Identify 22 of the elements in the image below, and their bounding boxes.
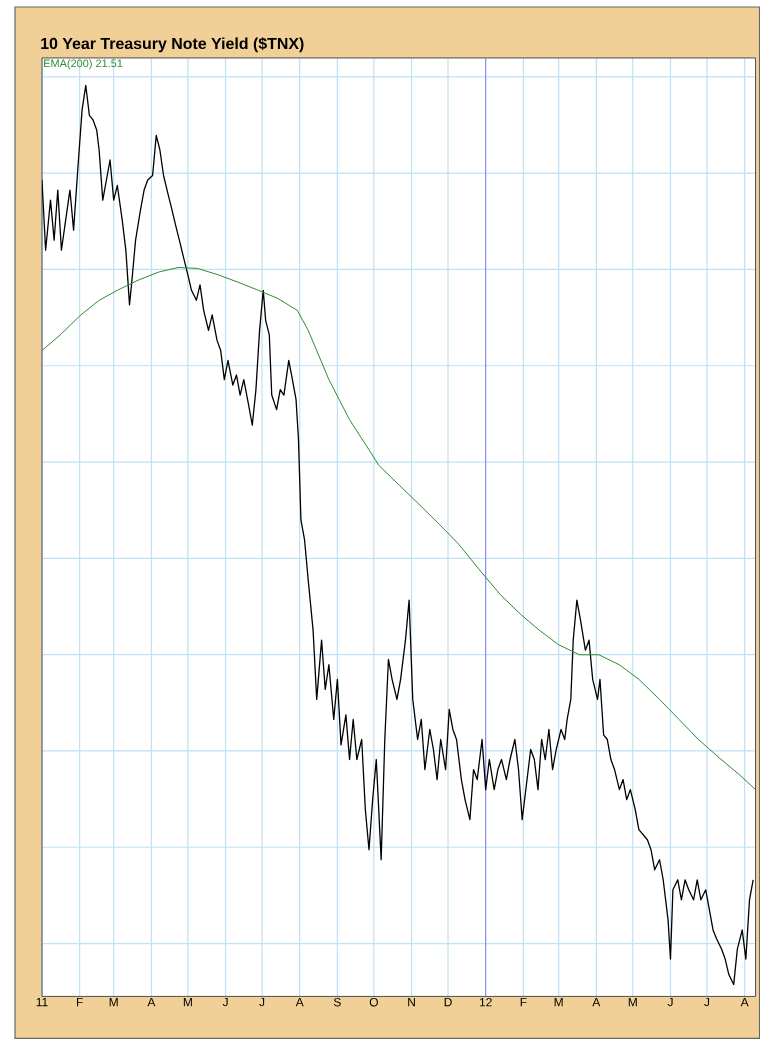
x-tick-label: D bbox=[444, 997, 452, 1007]
x-tick-label: J bbox=[259, 997, 265, 1007]
x-tick-label: N bbox=[408, 997, 415, 1007]
x-tick-label: A bbox=[147, 997, 156, 1007]
x-tick-label: 12 bbox=[479, 997, 492, 1007]
x-tick-label: M bbox=[554, 997, 563, 1007]
x-tick-label: F bbox=[76, 997, 83, 1007]
x-tick-label: A bbox=[592, 997, 601, 1007]
x-tick-label: J bbox=[222, 997, 228, 1007]
x-tick-label: A bbox=[740, 997, 749, 1007]
x-tick-label: M bbox=[109, 997, 118, 1007]
x-tick-label: A bbox=[295, 997, 304, 1007]
x-tick-label: S bbox=[333, 997, 341, 1007]
x-tick-label: 11 bbox=[36, 997, 48, 1007]
chart-title: 10 Year Treasury Note Yield ($TNX) bbox=[41, 37, 304, 53]
x-tick-label: F bbox=[520, 997, 527, 1007]
x-tick-label: M bbox=[628, 997, 637, 1007]
x-tick-label: J bbox=[667, 997, 673, 1007]
x-tick-label: J bbox=[704, 997, 709, 1007]
text: EMA(200) 21.51 bbox=[44, 59, 123, 70]
x-tick-label: O bbox=[369, 997, 378, 1007]
x-tick-label: M bbox=[183, 997, 192, 1007]
